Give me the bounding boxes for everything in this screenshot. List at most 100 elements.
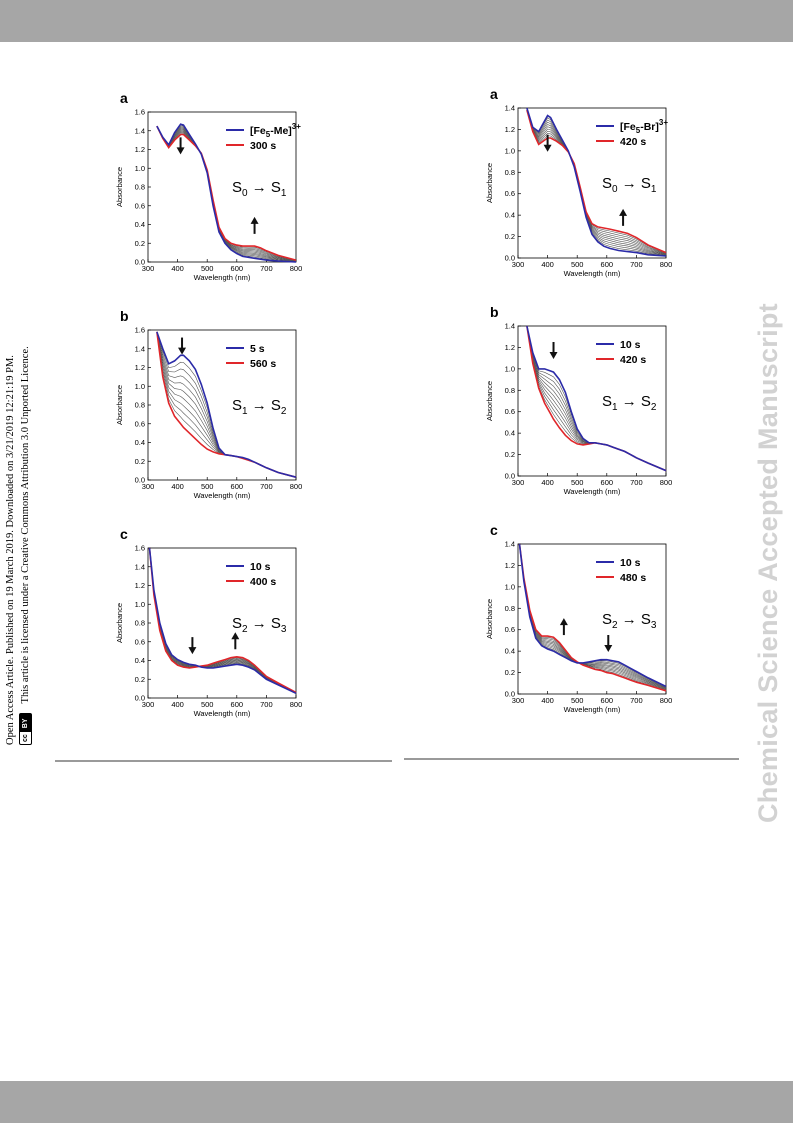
plot-frame <box>517 543 667 695</box>
y-tick-label: 1.2 <box>505 561 515 570</box>
y-tick-label: 0.8 <box>135 619 145 628</box>
chart-right-a: a 0.0 0.2 0.4 0.6 0.8 1.0 1.2 1.4 300 400 500 600 700… <box>485 86 673 278</box>
y-tick-label: 0.8 <box>505 604 515 613</box>
y-tick-label: 1.4 <box>505 540 515 549</box>
open-access-line: Open Access Article. Published on 19 Mar… <box>5 355 16 745</box>
x-tick-label: 400 <box>171 264 184 273</box>
x-tick-label: 700 <box>630 478 643 487</box>
x-tick-label: 600 <box>231 700 244 709</box>
arrow-up-head <box>559 618 568 626</box>
y-tick-label: 0.6 <box>505 189 515 198</box>
y-tick-label: 0.8 <box>135 183 145 192</box>
x-axis-label: Wavelength (nm) <box>194 273 251 282</box>
series-line <box>148 547 297 695</box>
x-tick-label: 800 <box>660 260 673 269</box>
transition-label: S1 → S2 <box>602 393 657 413</box>
x-tick-label: 500 <box>201 264 214 273</box>
x-tick-label: 300 <box>142 264 155 273</box>
x-tick-label: 400 <box>171 482 184 491</box>
x-tick-label: 800 <box>290 700 303 709</box>
y-tick-label: 0.2 <box>505 668 515 677</box>
x-tick-label: 300 <box>142 482 155 491</box>
series-line <box>526 325 667 472</box>
x-tick-label: 700 <box>630 696 643 705</box>
intermediate-trace <box>149 547 297 694</box>
x-tick-label: 600 <box>601 696 614 705</box>
y-tick-label: 0.2 <box>505 450 515 459</box>
x-tick-label: 700 <box>260 482 273 491</box>
y-tick-label: 1.0 <box>135 600 145 609</box>
x-axis-label: Wavelength (nm) <box>564 487 621 496</box>
y-axis-label: Absorbance <box>485 163 494 203</box>
arrow-down-head <box>549 352 558 359</box>
y-tick-label: 1.0 <box>505 364 515 373</box>
arrow-down-head <box>176 147 185 155</box>
intermediate-trace <box>149 547 297 693</box>
x-tick-label: 400 <box>541 478 554 487</box>
series-line <box>518 543 667 688</box>
transition-label: S0 → S1 <box>602 175 657 195</box>
transition-label: S2 → S3 <box>602 611 657 631</box>
x-tick-label: 500 <box>571 478 584 487</box>
x-tick-label: 500 <box>201 482 214 491</box>
x-tick-label: 500 <box>571 696 584 705</box>
series-line <box>156 123 297 263</box>
y-tick-label: 0.8 <box>135 401 145 410</box>
transition-label: S2 → S3 <box>232 615 287 635</box>
y-tick-label: 0.6 <box>135 419 145 428</box>
y-tick-label: 0.2 <box>135 239 145 248</box>
series-line <box>156 125 297 261</box>
chart-left-b: b 0.0 0.2 0.4 0.6 0.8 1.0 1.2 1.4 1.6 300 400 500 600… <box>115 308 303 500</box>
y-tick-label: 0.8 <box>505 386 515 395</box>
legend-label: 560 s <box>250 358 276 370</box>
arrow-up-head <box>619 208 628 216</box>
y-axis-label: Absorbance <box>485 599 494 639</box>
plot-frame <box>517 325 667 477</box>
panel-letter: a <box>120 90 128 106</box>
intermediate-trace <box>149 547 297 694</box>
y-tick-label: 1.4 <box>505 322 515 331</box>
arrow-down-head <box>543 144 552 152</box>
accepted-manuscript-watermark: Chemical Science Accepted Manuscript <box>753 303 783 823</box>
y-tick-label: 1.2 <box>505 343 515 352</box>
x-tick-label: 300 <box>142 700 155 709</box>
arrow-up-head <box>231 632 240 640</box>
x-tick-label: 400 <box>541 260 554 269</box>
x-tick-label: 800 <box>660 478 673 487</box>
y-tick-label: 0.2 <box>505 232 515 241</box>
legend-label: [Fe5-Br]3+ <box>620 118 668 135</box>
y-tick-label: 0.4 <box>135 656 145 665</box>
x-tick-label: 300 <box>512 696 525 705</box>
y-tick-label: 1.0 <box>135 164 145 173</box>
legend-label: 10 s <box>620 557 641 569</box>
legend-label: 400 s <box>250 576 276 588</box>
intermediate-trace <box>149 547 297 694</box>
cc-by-badge-icon[interactable]: cc BY <box>19 713 32 745</box>
y-tick-label: 1.0 <box>135 382 145 391</box>
series-line <box>526 109 667 254</box>
y-tick-label: 1.2 <box>135 363 145 372</box>
chart-right-b: b 0.0 0.2 0.4 0.6 0.8 1.0 1.2 1.4 300 400 500 600 700… <box>485 304 673 496</box>
y-tick-label: 1.4 <box>135 562 145 571</box>
series-line <box>156 331 297 478</box>
y-tick-label: 0.0 <box>505 254 515 263</box>
series-line <box>526 107 667 257</box>
legend-label: 5 s <box>250 343 265 355</box>
x-tick-label: 600 <box>231 482 244 491</box>
header-band <box>0 0 793 42</box>
legend-label: [Fe5-Me]3+ <box>250 122 301 139</box>
y-tick-label: 1.4 <box>505 104 515 113</box>
y-tick-label: 1.2 <box>505 125 515 134</box>
y-axis-label: Absorbance <box>115 385 124 425</box>
x-tick-label: 800 <box>290 482 303 491</box>
y-tick-label: 1.0 <box>505 146 515 155</box>
panel-letter: c <box>490 522 498 538</box>
y-tick-label: 0.6 <box>135 201 145 210</box>
y-tick-label: 0.6 <box>505 407 515 416</box>
x-axis-label: Wavelength (nm) <box>564 705 621 714</box>
legend-label: 10 s <box>250 561 271 573</box>
panel-letter: b <box>120 308 129 324</box>
legend-label: 420 s <box>620 136 646 148</box>
legend-label: 480 s <box>620 572 646 584</box>
y-tick-label: 1.4 <box>135 344 145 353</box>
